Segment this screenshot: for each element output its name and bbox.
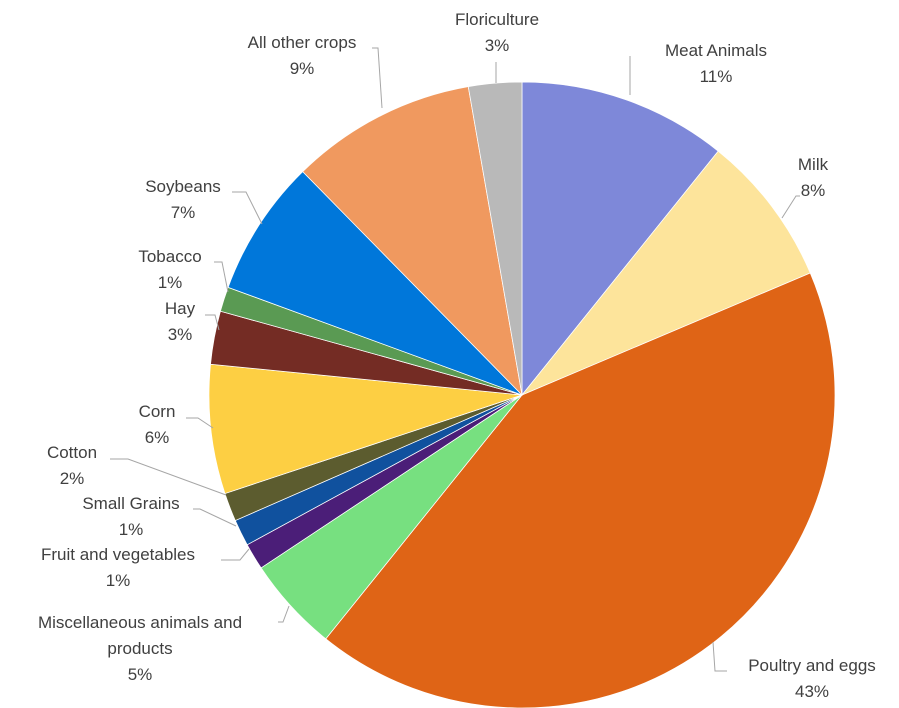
leader-line-soybeans (232, 191, 263, 225)
data-label-miscellaneous-animals-and-products: Miscellaneous animals and products 5% (38, 613, 242, 684)
data-label-small-grains: Small Grains 1% (82, 494, 179, 539)
data-label-hay: Hay 3% (165, 299, 196, 344)
pie-slice-poultry-and-eggs (325, 272, 836, 708)
leader-line-hay (205, 314, 220, 331)
pie-slices (208, 81, 836, 708)
leader-line-small-grains (193, 508, 237, 527)
data-label-floriculture: Floriculture 3% (455, 10, 539, 55)
data-label-soybeans: Soybeans 7% (145, 177, 221, 222)
pie-slice-meat-animals (521, 81, 719, 397)
leader-lines (110, 47, 800, 672)
data-label-cotton: Cotton 2% (47, 443, 97, 488)
leader-line-fruit-and-vegetables (221, 548, 250, 561)
pie-slice-milk (521, 150, 811, 396)
data-label-corn: Corn 6% (139, 402, 176, 447)
data-label-tobacco: Tobacco 1% (138, 247, 201, 292)
leader-line-cotton (110, 458, 227, 496)
leader-line-all-other-crops (372, 47, 383, 109)
data-label-all-other-crops: All other crops 9% (248, 33, 357, 78)
leader-line-miscellaneous-animals-and-products (278, 605, 290, 623)
leader-line-corn (186, 417, 214, 429)
pie-slice-floriculture (467, 81, 523, 396)
data-label-milk: Milk 8% (798, 155, 829, 200)
leader-line-poultry-and-eggs (712, 641, 727, 672)
pie-slice-corn (208, 363, 523, 495)
data-label-meat-animals: Meat Animals 11% (665, 41, 767, 86)
leader-line-milk (781, 195, 800, 219)
data-labels: Meat Animals 11% Milk 8% Poultry and eggs 43%… (38, 10, 876, 701)
pie-slice-all-other-crops (302, 86, 523, 397)
data-label-poultry-and-eggs: Poultry and eggs 43% (748, 656, 876, 701)
pie-slice-soybeans (227, 171, 523, 396)
data-label-fruit-and-vegetables: Fruit and vegetables 1% (41, 545, 195, 590)
leader-line-tobacco (214, 261, 229, 293)
